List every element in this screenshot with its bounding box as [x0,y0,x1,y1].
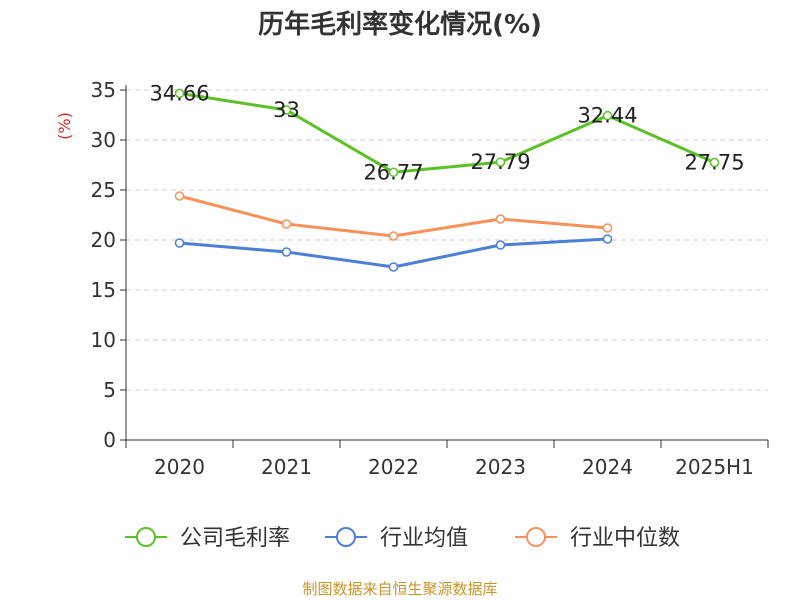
data-label: 27.79 [470,150,530,174]
legend-label: 行业中位数 [570,526,680,551]
data-point [495,157,506,167]
y-tick-label: 15 [91,278,116,302]
data-point [174,238,185,248]
legend-item: 行业均值 [325,526,468,551]
data-label: 33 [273,98,300,122]
y-axis-label: (%) [55,112,74,140]
data-point [602,223,613,233]
legend-marker [136,527,156,547]
y-tick-label: 20 [91,228,116,252]
source-note: 制图数据来自恒生聚源数据库 [302,580,498,598]
x-tick-label: 2020 [154,455,205,479]
data-label: 32.44 [577,104,637,128]
x-tick-label: 2022 [368,455,419,479]
data-label: 26.77 [363,160,423,184]
legend-label: 行业均值 [380,526,468,551]
legend-marker [336,527,356,547]
data-point [388,231,399,241]
data-point [495,214,506,224]
data-point [174,191,185,201]
y-tick-label: 0 [103,428,116,452]
data-point [388,167,399,178]
data-point [281,105,292,115]
series-lines [174,88,720,272]
series-line [179,91,716,174]
x-tick-label: 2021 [261,455,312,479]
data-point [174,88,185,99]
legend-marker [526,527,546,547]
chart-title: 历年毛利率变化情况(%) [258,10,542,40]
grid-lines [126,89,768,391]
data-point [602,234,613,244]
data-point [602,110,613,121]
legend-item: 公司毛利率 [125,526,290,551]
legend: 公司毛利率 行业均值 行业中位数 [125,526,680,551]
x-tick-label: 2024 [582,455,633,479]
data-point [388,262,399,272]
data-labels: 34.66 33 26.77 27.79 32.44 27.75 [149,81,744,184]
data-label: 27.75 [684,151,744,175]
legend-item: 行业中位数 [515,526,680,551]
axes: 0 5 10 15 20 25 30 35 (%) 2020 2021 2022 2023 2024 202… [55,78,769,479]
y-tick-label: 10 [91,328,116,352]
data-point [281,219,292,229]
data-point [709,157,720,168]
x-tick-label: 2023 [475,455,526,479]
y-tick-label: 25 [91,178,116,202]
legend-label: 公司毛利率 [180,526,290,551]
x-tick-label: 2025H1 [675,455,754,479]
data-point [281,247,292,257]
data-label: 34.66 [149,81,209,105]
y-tick-label: 35 [91,78,116,102]
y-tick-label: 30 [91,128,116,152]
y-tick-label: 5 [103,378,116,402]
series-line [179,194,608,238]
data-point [495,240,506,250]
